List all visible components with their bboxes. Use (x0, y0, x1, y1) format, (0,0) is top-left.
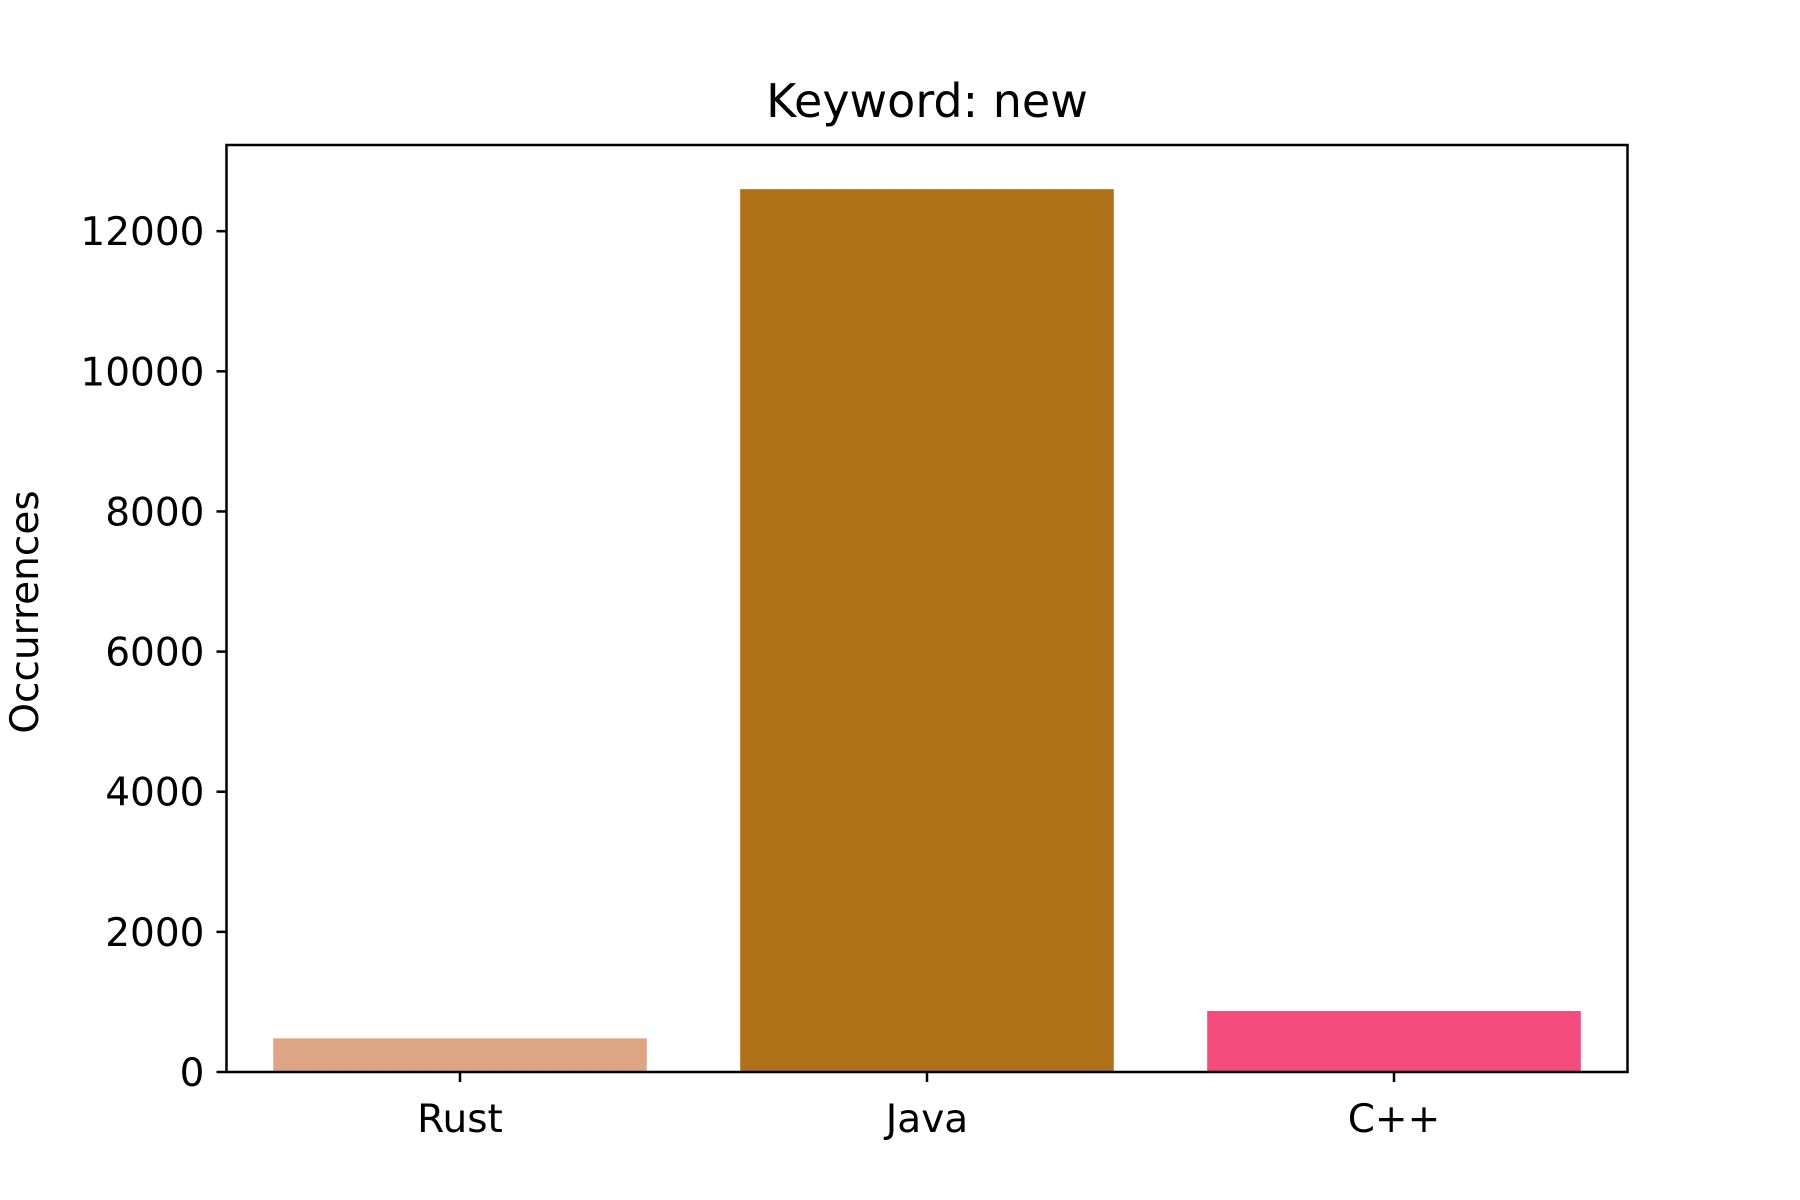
x-tick-label: Rust (417, 1097, 503, 1142)
bars-group (273, 189, 1581, 1073)
y-tick-label: 4000 (105, 771, 204, 816)
y-tick-label: 6000 (105, 631, 204, 676)
bar-rust (273, 1038, 647, 1072)
chart-title: Keyword: new (766, 74, 1088, 128)
y-tick-label: 12000 (80, 210, 204, 255)
bar-java (740, 189, 1114, 1073)
x-axis: Rust Java C++ (417, 1072, 1440, 1142)
x-tick-label: C++ (1348, 1097, 1441, 1142)
y-axis: 0 2000 4000 6000 8000 10000 12000 (80, 210, 227, 1096)
y-tick-label: 10000 (80, 350, 204, 395)
y-tick-label: 0 (180, 1051, 205, 1096)
y-axis-title: Occurrences (3, 490, 48, 733)
plot-frame (225, 143, 1629, 1074)
y-tick-label: 8000 (105, 490, 204, 535)
x-tick-label: Java (883, 1097, 968, 1142)
y-tick-label: 2000 (105, 911, 204, 956)
bar-cplus (1207, 1011, 1581, 1072)
